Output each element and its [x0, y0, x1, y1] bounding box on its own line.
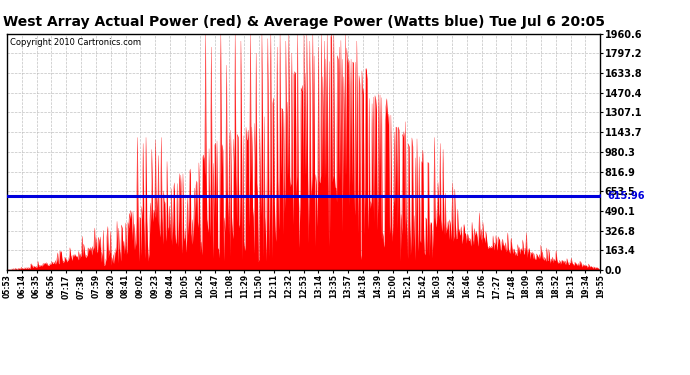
- Text: Copyright 2010 Cartronics.com: Copyright 2010 Cartronics.com: [10, 39, 141, 48]
- Text: West Array Actual Power (red) & Average Power (Watts blue) Tue Jul 6 20:05: West Array Actual Power (red) & Average …: [3, 15, 604, 29]
- Text: 615.96: 615.96: [607, 191, 645, 201]
